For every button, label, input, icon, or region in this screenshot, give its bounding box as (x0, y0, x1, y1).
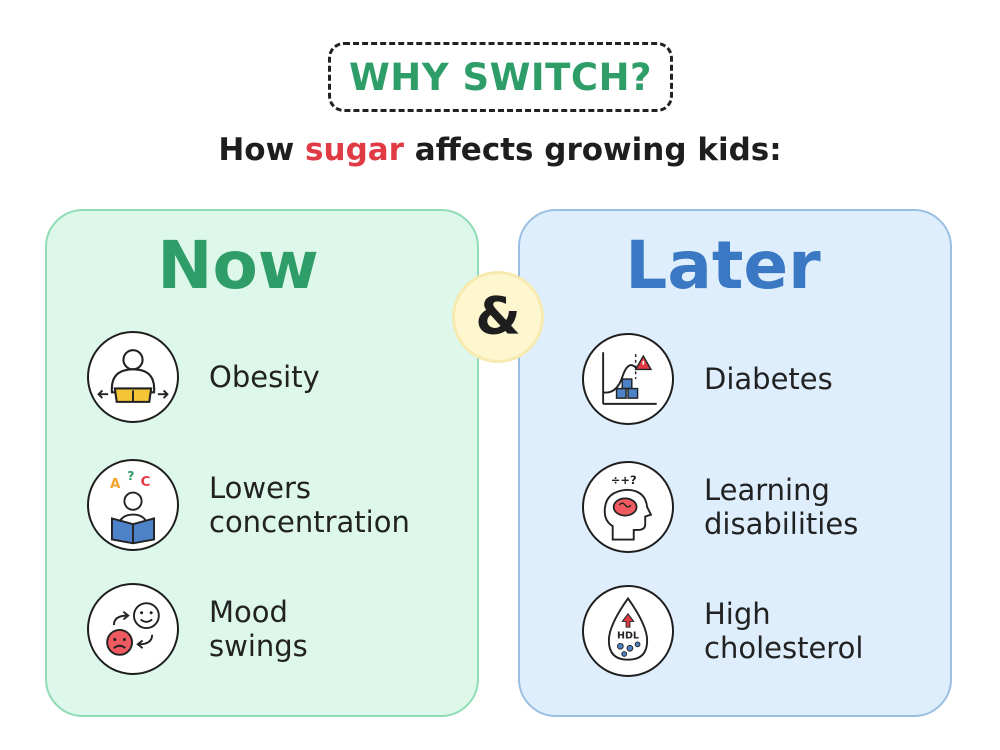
mood-swings-icon (87, 583, 179, 675)
ampersand-connector: & (452, 271, 544, 363)
subtitle: How sugar affects growing kids: (0, 132, 1000, 168)
item-label: Learning disabilities (704, 473, 859, 541)
svg-text:A: A (110, 477, 121, 492)
obesity-icon (87, 331, 179, 423)
now-item-obesity: Obesity (87, 331, 467, 431)
svg-text:?: ? (127, 468, 134, 483)
now-panel: Now Obesity A ? C (45, 209, 479, 717)
now-title: Now (157, 227, 319, 304)
subtitle-highlight: sugar (305, 132, 404, 168)
later-title: Later (625, 227, 821, 304)
subtitle-suffix: affects growing kids: (403, 132, 782, 168)
now-item-mood: Mood swings (87, 583, 467, 683)
svg-text:C: C (141, 475, 151, 490)
item-label: Diabetes (704, 362, 833, 396)
later-item-learning: ÷+? Learning disabilities (582, 461, 962, 561)
item-label: Mood swings (209, 595, 308, 663)
reading-child-icon: A ? C (87, 459, 179, 551)
ampersand-symbol: & (475, 287, 521, 347)
svg-text:÷+?: ÷+? (611, 473, 637, 487)
item-label: Obesity (209, 360, 320, 394)
item-label: High cholesterol (704, 597, 864, 665)
badge-title: WHY SWITCH? (349, 55, 652, 99)
brain-head-icon: ÷+? (582, 461, 674, 553)
diabetes-chart-icon (582, 333, 674, 425)
later-item-cholesterol: HDL High cholesterol (582, 585, 962, 685)
later-item-diabetes: Diabetes (582, 333, 962, 433)
item-label: Lowers concentration (209, 471, 410, 539)
svg-text:HDL: HDL (617, 631, 639, 642)
cholesterol-drop-icon: HDL (582, 585, 674, 677)
now-item-concentration: A ? C Lowers concentration (87, 459, 467, 559)
subtitle-prefix: How (218, 132, 306, 168)
header-badge: WHY SWITCH? (328, 42, 673, 112)
later-panel: Later Diabetes ÷+? (518, 209, 952, 717)
